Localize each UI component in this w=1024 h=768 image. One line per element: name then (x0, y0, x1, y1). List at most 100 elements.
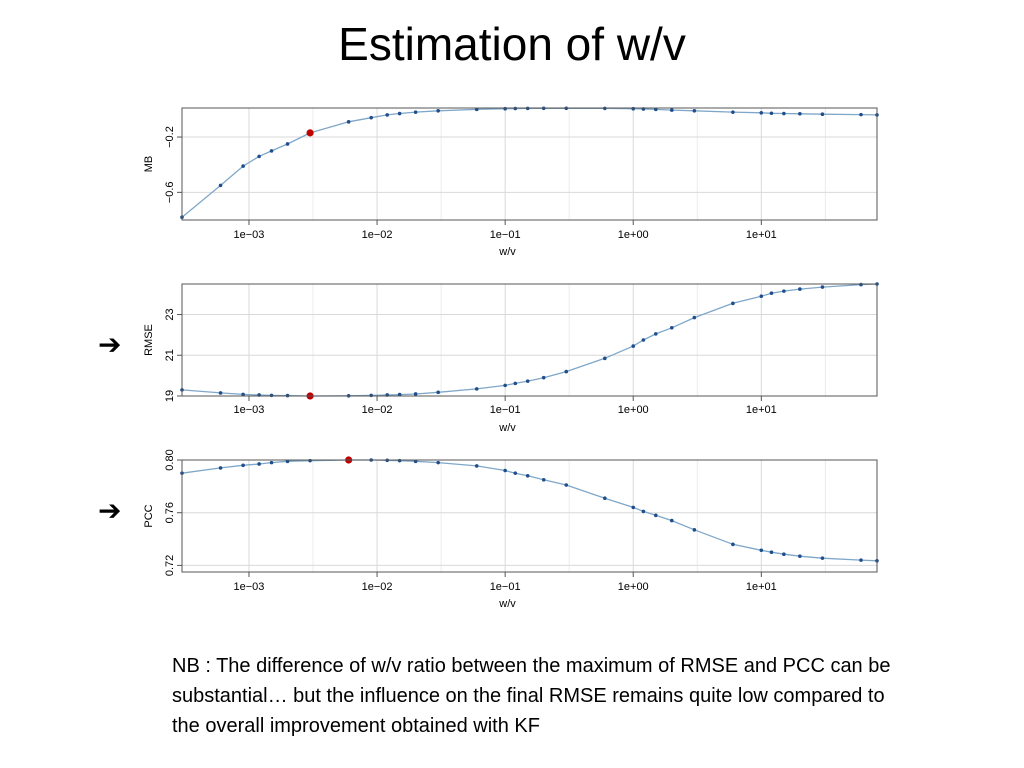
rmse-data-point (798, 287, 802, 291)
mb-plot-area (182, 108, 877, 220)
pcc-data-point (541, 477, 546, 482)
rmse-data-point (820, 285, 825, 289)
mb-highlight-point (306, 129, 314, 137)
rmse-data-point (513, 381, 518, 386)
pcc-data-point (731, 542, 735, 547)
pcc-x-axis-label: w/v (498, 598, 516, 610)
rmse-x-tick-label: 1e+01 (746, 404, 777, 416)
rmse-data-point (692, 315, 697, 320)
rmse-x-tick-label: 1e−03 (234, 404, 265, 416)
mb-data-point (759, 111, 764, 115)
mb-data-point (769, 111, 774, 116)
rmse-data-point (474, 387, 479, 391)
mb-y-axis-label: MB (143, 156, 155, 173)
rmse-data-point (503, 383, 507, 388)
pcc-data-point (669, 518, 674, 523)
mb-x-axis-label: w/v (498, 246, 516, 258)
pcc-data-point (241, 463, 245, 468)
pcc-data-point (820, 556, 825, 560)
rmse-data-point (731, 301, 735, 306)
rmse-data-point (413, 392, 418, 396)
pcc-data-point (782, 552, 786, 557)
rmse-data-point (631, 344, 636, 348)
rmse-data-point (641, 338, 646, 342)
pcc-data-point (603, 496, 607, 501)
rmse-data-point (525, 379, 530, 383)
pcc-y-tick-label: 0.80 (164, 449, 176, 470)
rmse-x-axis-label: w/v (498, 422, 516, 434)
mb-data-point (820, 112, 825, 117)
rmse-data-point (541, 375, 546, 380)
mb-data-point (859, 112, 863, 117)
rmse-y-axis-label: RMSE (143, 324, 155, 356)
rmse-data-point (859, 282, 863, 287)
pcc-data-point (218, 466, 223, 470)
rmse-y-tick-label: 23 (164, 308, 176, 320)
pcc-data-point (798, 554, 802, 558)
mb-data-point (385, 113, 390, 117)
mb-data-point (269, 149, 274, 153)
slide-title: Estimation of w/v (338, 18, 686, 70)
pcc-y-tick-label: 0.72 (164, 555, 176, 576)
mb-data-point (413, 110, 418, 114)
pcc-y-tick-label: 0.76 (164, 502, 176, 523)
pcc-x-tick-label: 1e+01 (746, 581, 777, 593)
mb-chart: 1e−03 1e−02 1e−01 1e+00 1e+01 w/v −0.6 −0.2 MB (143, 106, 879, 258)
rmse-data-point (759, 294, 764, 299)
mb-data-point (397, 111, 402, 116)
mb-x-tick-label: 1e−02 (362, 229, 393, 241)
rmse-data-point (603, 356, 607, 361)
rmse-plot-area (182, 284, 877, 396)
rmse-x-tick-label: 1e−01 (490, 404, 521, 416)
mb-data-point (782, 111, 786, 116)
pcc-data-point (631, 505, 636, 510)
rmse-data-point (397, 392, 402, 397)
rmse-data-point (369, 393, 374, 398)
rmse-chart: 1e−03 1e−02 1e−01 1e+00 1e+01 w/v 19 21 23 RMSE (143, 282, 879, 434)
pcc-data-point (503, 468, 507, 473)
mb-data-point (241, 164, 245, 168)
pcc-arrow-icon: ➔ (98, 494, 122, 527)
mb-data-point (218, 183, 223, 188)
rmse-data-point (782, 289, 786, 293)
rmse-data-point (653, 332, 658, 336)
pcc-data-point (859, 558, 863, 562)
pcc-y-axis-label: PCC (143, 504, 155, 527)
rmse-data-point (269, 393, 274, 398)
mb-y-tick-label: −0.2 (164, 126, 176, 148)
rmse-y-tick-label: 21 (164, 349, 176, 361)
mb-x-tick-label: 1e−01 (490, 229, 521, 241)
pcc-x-tick-label: 1e+00 (618, 581, 649, 593)
pcc-x-tick-label: 1e−03 (234, 581, 265, 593)
pcc-data-point (269, 460, 274, 465)
pcc-data-point (525, 474, 530, 478)
mb-data-point (503, 106, 507, 111)
mb-data-point (631, 106, 636, 111)
mb-data-point (257, 154, 261, 159)
pcc-data-point (653, 513, 658, 518)
pcc-data-point (257, 462, 261, 466)
rmse-data-point (241, 392, 245, 397)
mb-data-point (692, 108, 697, 113)
pcc-data-point (641, 509, 646, 514)
pcc-frame (181, 459, 878, 573)
nb-note: NB : The difference of w/v ratio between… (172, 655, 891, 737)
pcc-data-point (769, 550, 774, 555)
pcc-data-point (564, 483, 569, 487)
rmse-arrow-icon: ➔ (98, 328, 122, 361)
mb-data-point (285, 142, 290, 146)
mb-data-point (369, 115, 374, 120)
mb-data-point (346, 120, 351, 124)
pcc-x-tick-label: 1e−01 (490, 581, 521, 593)
mb-x-tick-label: 1e+01 (746, 229, 777, 241)
rmse-data-point (564, 369, 569, 374)
rmse-data-point (436, 390, 440, 395)
rmse-x-tick-label: 1e+00 (618, 404, 649, 416)
pcc-data-point (308, 458, 312, 463)
rmse-data-point (218, 391, 223, 395)
pcc-x-tick-label: 1e−02 (362, 581, 393, 593)
pcc-data-point (436, 460, 440, 465)
rmse-data-point (669, 325, 674, 330)
mb-x-tick-label: 1e−03 (234, 229, 265, 241)
mb-data-point (669, 108, 674, 112)
